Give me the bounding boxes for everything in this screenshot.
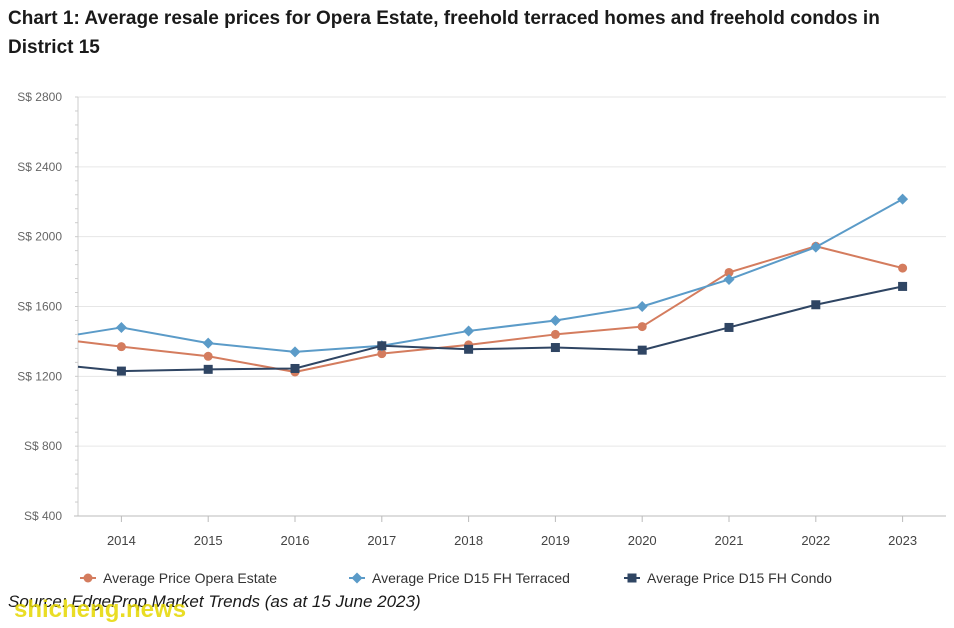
legend-label: Average Price Opera Estate [103,570,277,586]
data-point [550,329,560,339]
legend-marker [83,573,93,583]
data-point [289,346,301,358]
x-tick-label: 2018 [454,533,483,548]
y-tick-label: S$ 1200 [17,369,62,383]
legend-label: Average Price D15 FH Terraced [372,570,570,586]
data-point [549,314,561,326]
legend-label: Average Price D15 FH Condo [647,570,832,586]
data-point [637,322,647,332]
x-tick-label: 2021 [715,533,744,548]
x-tick-label: 2016 [281,533,310,548]
data-point [116,366,126,376]
series-line [77,198,904,353]
series-group [77,193,909,377]
x-axis-ticks: 2014 2015 2016 2017 2018 2019 2020 2021 2022 2023 [107,516,917,548]
data-point [724,267,734,277]
legend: Average Price Opera Estate Average Price … [80,570,832,586]
legend-item[interactable]: Average Price D15 FH Condo [624,570,832,586]
series-2 [77,193,909,358]
data-point [810,241,822,253]
x-tick-label: 2017 [367,533,396,548]
data-point [377,341,387,351]
y-tick-label: S$ 2800 [17,90,62,104]
y-tick-label: S$ 2000 [17,230,62,244]
data-point [811,300,821,310]
data-point [898,281,908,291]
y-axis-ticks: S$ 400 S$ 800 S$ 1200 S$ 1600 S$ 2000 S$ 2400… [17,90,62,523]
y-tick-label: S$ 2400 [17,160,62,174]
data-point [116,342,126,352]
data-point [202,337,214,349]
x-tick-label: 2023 [888,533,917,548]
watermark-text: shicheng.news [14,596,187,623]
legend-item[interactable]: Average Price D15 FH Terraced [349,570,570,586]
data-point [463,325,475,337]
x-tick-label: 2014 [107,533,136,548]
source-note: Source: EdgeProp Market Trends (as at 15… [8,592,421,611]
y-tick-label: S$ 1600 [17,300,62,314]
series-1 [77,241,908,377]
data-point [636,301,648,312]
data-point [203,364,213,374]
data-point [115,321,127,333]
series-3 [77,281,908,376]
data-point [724,322,734,332]
x-tick-label: 2022 [801,533,830,548]
data-point [637,345,647,355]
data-point [290,363,300,373]
data-point [723,273,735,285]
data-point [203,351,213,361]
axes [74,96,946,517]
y-tick-label: S$ 800 [24,439,62,453]
data-point [898,263,908,273]
x-tick-label: 2019 [541,533,570,548]
series-line [77,245,903,373]
chart-title: Chart 1: Average resale prices for Opera… [8,8,880,58]
data-point [550,343,560,353]
legend-marker [351,572,363,584]
data-point [377,349,387,359]
legend-item[interactable]: Average Price Opera Estate [80,570,277,586]
y-tick-label: S$ 400 [24,509,62,523]
data-point [464,344,474,354]
legend-marker [627,573,637,583]
data-point [897,193,909,205]
x-tick-label: 2020 [628,533,657,548]
x-tick-label: 2015 [194,533,223,548]
